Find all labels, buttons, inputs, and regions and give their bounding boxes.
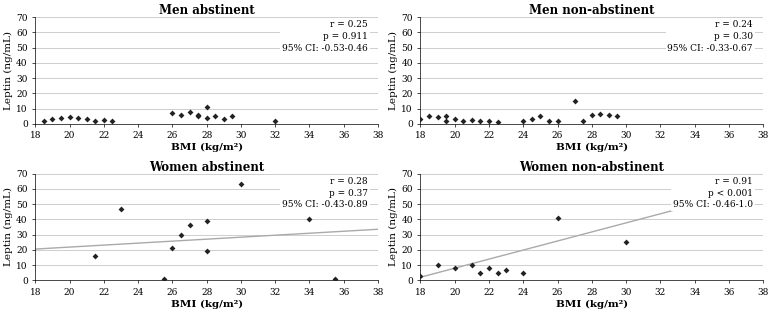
Point bbox=[63, 115, 76, 120]
Point bbox=[534, 114, 547, 119]
Point bbox=[166, 246, 179, 251]
Point bbox=[431, 263, 444, 268]
Point bbox=[517, 270, 530, 275]
Point bbox=[226, 114, 239, 119]
Point bbox=[303, 217, 315, 222]
Point bbox=[423, 114, 435, 119]
Point bbox=[465, 117, 478, 122]
Point bbox=[465, 263, 478, 268]
Point bbox=[200, 218, 213, 223]
Point bbox=[200, 115, 213, 120]
Point bbox=[106, 118, 118, 123]
Point bbox=[235, 182, 247, 187]
Y-axis label: Leptin (ng/mL): Leptin (ng/mL) bbox=[4, 31, 13, 110]
Text: r = 0.28
p = 0.37
95% CI: -0.43-0.89: r = 0.28 p = 0.37 95% CI: -0.43-0.89 bbox=[282, 177, 368, 209]
Point bbox=[526, 117, 538, 122]
Title: Women abstinent: Women abstinent bbox=[149, 161, 264, 174]
Point bbox=[38, 118, 50, 123]
Point bbox=[80, 117, 93, 122]
Point bbox=[492, 119, 504, 124]
Point bbox=[611, 114, 624, 119]
Point bbox=[89, 118, 101, 123]
Title: Men non-abstinent: Men non-abstinent bbox=[529, 4, 655, 17]
Text: r = 0.91
p < 0.001
95% CI: -0.46-1.0: r = 0.91 p < 0.001 95% CI: -0.46-1.0 bbox=[673, 177, 753, 209]
Point bbox=[200, 105, 213, 110]
Point bbox=[586, 112, 598, 117]
Point bbox=[115, 206, 128, 211]
Text: r = 0.24
p = 0.30
95% CI: -0.33-0.67: r = 0.24 p = 0.30 95% CI: -0.33-0.67 bbox=[667, 20, 753, 53]
Point bbox=[551, 118, 564, 123]
Point bbox=[183, 110, 196, 115]
Point bbox=[483, 118, 495, 123]
X-axis label: BMI (kg/m²): BMI (kg/m²) bbox=[556, 300, 628, 309]
Point bbox=[448, 266, 461, 271]
X-axis label: BMI (kg/m²): BMI (kg/m²) bbox=[171, 300, 243, 309]
Point bbox=[474, 118, 486, 123]
Point bbox=[731, 180, 744, 185]
Point bbox=[474, 270, 486, 275]
Point bbox=[620, 240, 632, 245]
Y-axis label: Leptin (ng/mL): Leptin (ng/mL) bbox=[4, 187, 13, 266]
Point bbox=[594, 111, 607, 116]
Point bbox=[603, 112, 615, 117]
Title: Women non-abstinent: Women non-abstinent bbox=[519, 161, 664, 174]
Point bbox=[440, 118, 452, 123]
Point bbox=[55, 115, 67, 120]
Point bbox=[175, 112, 187, 117]
Point bbox=[329, 276, 342, 281]
Point bbox=[577, 118, 589, 123]
Point bbox=[89, 254, 101, 259]
Point bbox=[543, 118, 555, 123]
Point bbox=[440, 114, 452, 119]
X-axis label: BMI (kg/m²): BMI (kg/m²) bbox=[171, 143, 243, 152]
Point bbox=[46, 117, 59, 122]
Point bbox=[500, 267, 512, 272]
Point bbox=[72, 116, 84, 121]
Point bbox=[200, 249, 213, 254]
Point bbox=[492, 270, 504, 275]
Y-axis label: Leptin (ng/mL): Leptin (ng/mL) bbox=[390, 187, 398, 266]
Point bbox=[448, 117, 461, 122]
Point bbox=[414, 117, 427, 122]
Point bbox=[457, 118, 469, 123]
Point bbox=[183, 223, 196, 228]
Point bbox=[192, 112, 204, 117]
Point bbox=[431, 115, 444, 120]
Point bbox=[414, 273, 427, 278]
Text: r = 0.25
p = 0.911
95% CI: -0.53-0.46: r = 0.25 p = 0.911 95% CI: -0.53-0.46 bbox=[282, 20, 368, 53]
Y-axis label: Leptin (ng/mL): Leptin (ng/mL) bbox=[390, 31, 398, 110]
Point bbox=[568, 99, 581, 104]
X-axis label: BMI (kg/m²): BMI (kg/m²) bbox=[556, 143, 628, 152]
Point bbox=[175, 233, 187, 238]
Point bbox=[740, 183, 752, 188]
Point bbox=[166, 110, 179, 115]
Point bbox=[483, 266, 495, 271]
Point bbox=[209, 114, 221, 119]
Title: Men abstinent: Men abstinent bbox=[158, 4, 254, 17]
Point bbox=[269, 118, 281, 123]
Point bbox=[517, 118, 530, 123]
Point bbox=[158, 276, 170, 281]
Point bbox=[97, 117, 110, 122]
Point bbox=[551, 215, 564, 220]
Point bbox=[192, 114, 204, 119]
Point bbox=[218, 117, 230, 122]
